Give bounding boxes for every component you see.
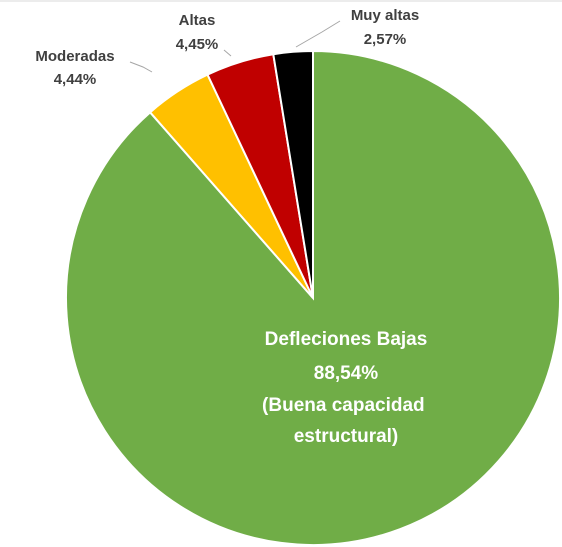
leader-line [129,61,153,73]
pie [65,49,561,546]
value-label: 2,57% [364,31,407,48]
value-label: 4,45% [176,36,219,53]
value-label: 88,54% [314,363,379,384]
wedge [272,49,314,299]
category-label: Moderadas [35,48,114,65]
annotation: (Buena capacidad estructural) [262,395,430,447]
leader-line [295,20,341,48]
category-label: Defleciones Bajas [265,329,428,350]
category-label: Altas [179,12,216,29]
category-label: Muy altas [351,7,419,24]
leader-line [223,49,232,57]
value-label: 4,44% [54,71,97,88]
labels: Defleciones Bajas 88,54% Moderadas 4,44% Alt… [35,7,430,447]
